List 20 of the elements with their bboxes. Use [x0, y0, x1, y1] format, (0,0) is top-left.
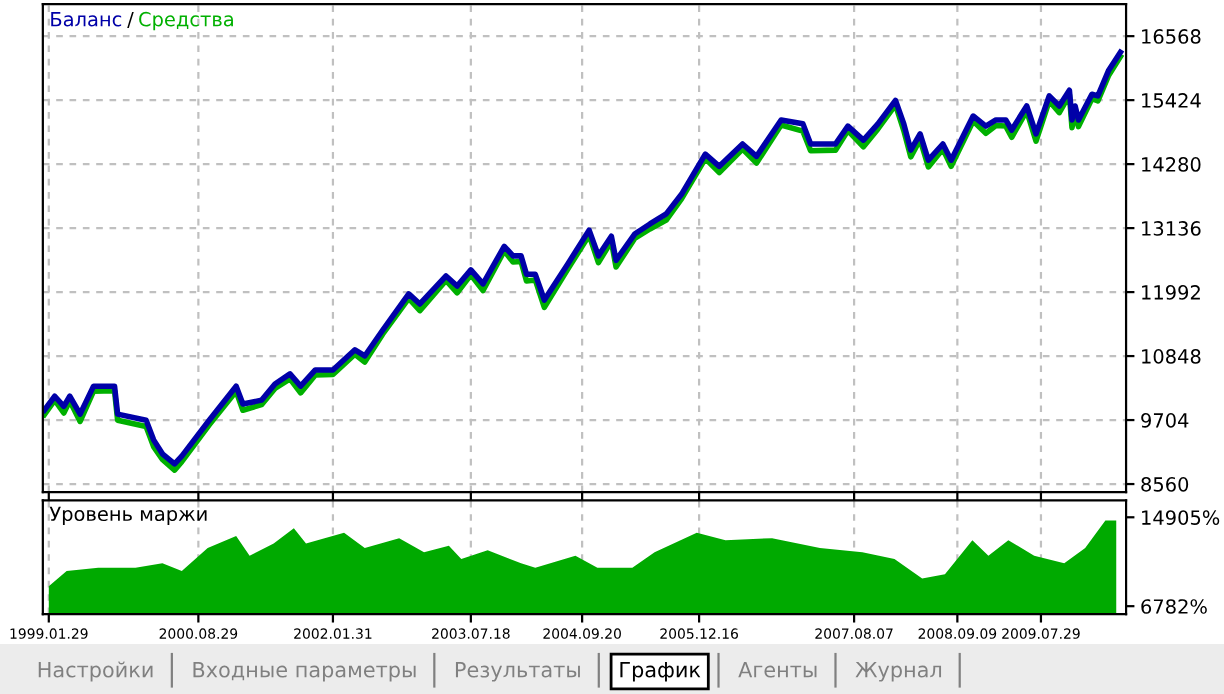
y-tick-label: 6782% — [1141, 599, 1207, 614]
text: Журнал — [855, 662, 942, 682]
text: Агенты — [738, 662, 817, 678]
text: Средства — [139, 11, 233, 31]
y-tick-label: 14905% — [1142, 510, 1220, 525]
text: Результаты — [455, 662, 580, 682]
y-tick-label: 15424 — [1142, 93, 1201, 108]
y-tick-label: 10848 — [1142, 349, 1201, 364]
annotation: / — [127, 12, 134, 29]
y-tick-label: 9704 — [1141, 413, 1189, 428]
y-tick-label: 13136 — [1142, 221, 1201, 236]
y-tick-label: 11992 — [1142, 285, 1200, 300]
text: Баланс — [51, 12, 122, 27]
text: График — [620, 662, 701, 682]
text: Входные параметры — [193, 662, 416, 682]
y-tick-label: 16568 — [1142, 29, 1201, 44]
y-tick-label: 8560 — [1141, 477, 1189, 492]
y-tick-label: 14280 — [1142, 157, 1201, 172]
text: Настройки — [38, 661, 153, 682]
chart-title: Уровень маржи — [49, 506, 207, 525]
